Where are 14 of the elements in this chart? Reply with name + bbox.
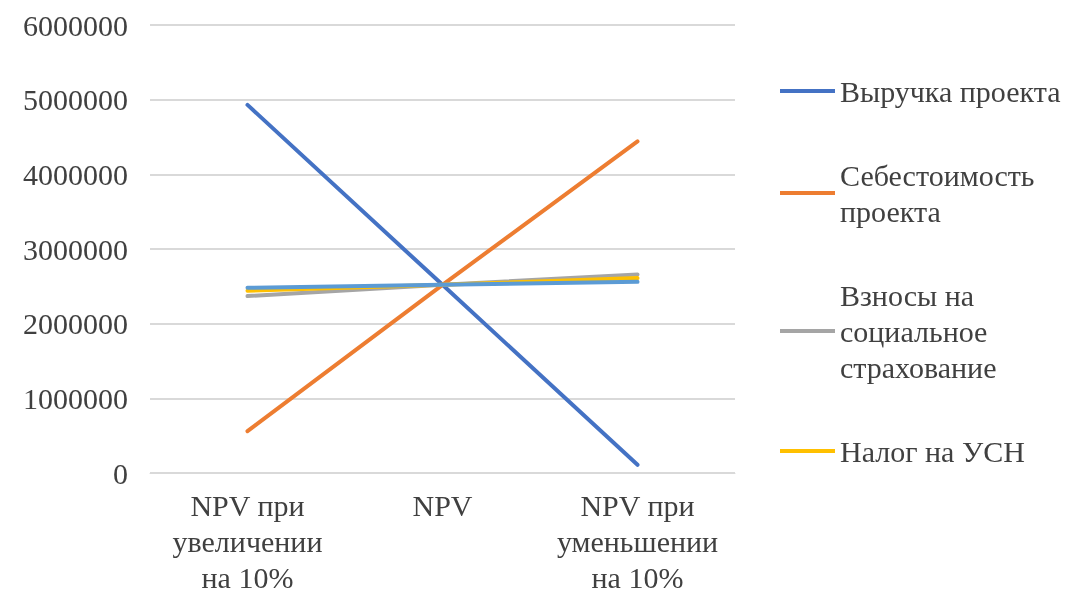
- legend-label: Выручка проекта: [840, 74, 1061, 108]
- y-tick-label: 5000000: [23, 83, 128, 117]
- y-tick-label: 6000000: [23, 8, 128, 42]
- legend-label: Налог на УСН: [840, 434, 1025, 468]
- y-tick-label: 0: [113, 456, 128, 490]
- x-tick-label: NPV: [412, 488, 473, 522]
- legend-label: Себестоимость проекта: [840, 158, 1035, 228]
- y-tick-label: 1000000: [23, 381, 128, 415]
- legend-label: Взносы на социальное страхование: [840, 278, 997, 384]
- x-tick-label: NPV при увеличении на 10%: [172, 488, 323, 594]
- y-tick-label: 4000000: [23, 157, 128, 191]
- x-tick-label: NPV при уменьшении на 10%: [556, 488, 719, 594]
- y-tick-label: 3000000: [23, 232, 128, 266]
- y-tick-label: 2000000: [23, 307, 128, 341]
